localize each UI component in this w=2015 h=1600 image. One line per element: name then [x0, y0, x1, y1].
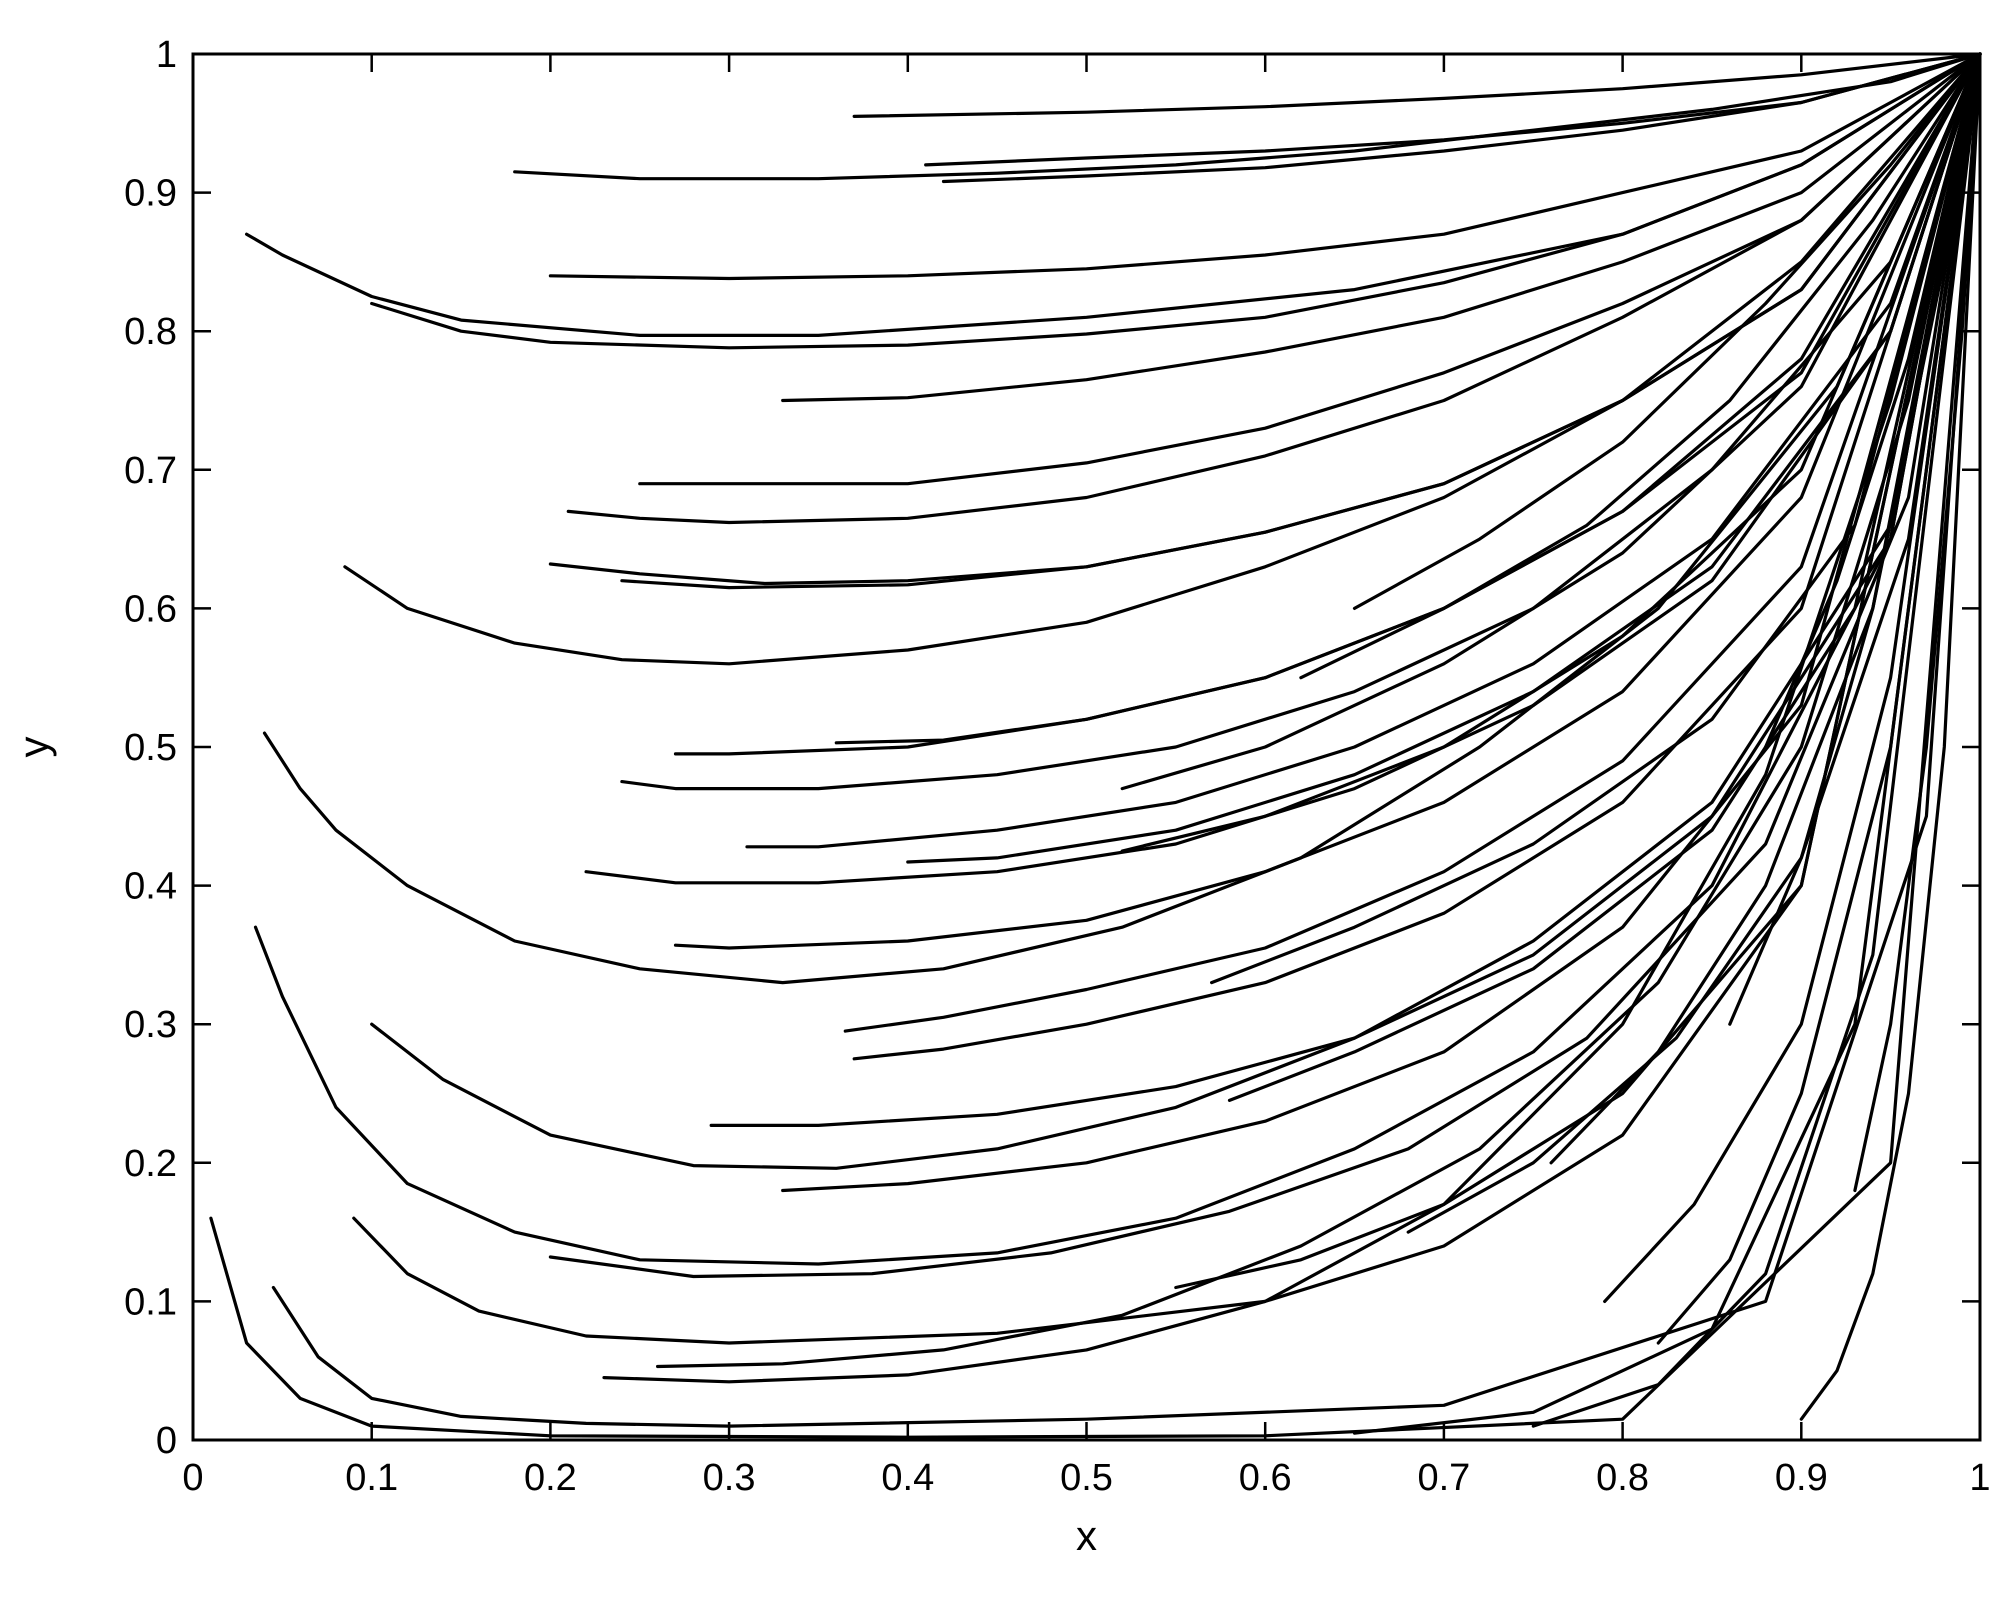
trajectory-line-26: [852, 52, 1982, 1061]
trajectory-line-50: [1299, 52, 1982, 680]
x-tick-label: 0.9: [1775, 1457, 1828, 1499]
trajectory-line-23: [745, 52, 1982, 849]
x-tick-label: 0.8: [1596, 1457, 1649, 1499]
trajectory-line-19: [620, 52, 1982, 590]
x-axis-label: x: [1076, 1512, 1097, 1559]
x-tick-label: 0.3: [703, 1457, 756, 1499]
y-tick-labels: 0 0.1 0.2 0.3 0.4 0.5 0.6 0.7 0.8 0.9 1: [124, 34, 177, 1462]
trajectory-line-17: [566, 52, 1982, 525]
x-tick-label: 0.4: [881, 1457, 934, 1499]
trajectory-line-12: [924, 52, 1982, 167]
trajectory-line-21: [620, 52, 1982, 791]
trajectory-line-11: [852, 52, 1982, 119]
y-tick-label: 0.1: [124, 1281, 177, 1323]
trajectory-line-35: [1853, 52, 1982, 1193]
trajectory-line-13: [941, 52, 1982, 184]
trajectory-line-37: [1603, 52, 1982, 1304]
y-tick-label: 0.3: [124, 1004, 177, 1046]
trajectory-line-28: [781, 52, 1982, 1193]
x-tick-label: 0.1: [345, 1457, 398, 1499]
trajectory-line-5: [370, 52, 1982, 1170]
trajectory-line-27: [709, 52, 1982, 1128]
x-tick-label: 1: [1969, 1457, 1990, 1499]
trajectory-line-46: [1174, 52, 1982, 1290]
y-tick-label: 0: [156, 1420, 177, 1462]
x-tick-label: 0.5: [1060, 1457, 1113, 1499]
x-tick-label: 0.6: [1239, 1457, 1292, 1499]
trajectory-line-10: [513, 52, 1982, 181]
trajectory-line-7: [343, 52, 1982, 666]
x-tick-labels: 0 0.1 0.2 0.3 0.4 0.5 0.6 0.7 0.8 0.9 1: [182, 1457, 1990, 1499]
trajectory-line-30: [655, 52, 1982, 1369]
trajectory-line-8: [245, 52, 1982, 337]
trajectory-line-16: [638, 52, 1982, 486]
trajectory-line-29: [548, 52, 1982, 1279]
trajectory-line-25: [843, 52, 1982, 1033]
trajectory-line-34: [1799, 52, 1982, 1421]
y-axis-label: y: [10, 737, 57, 758]
y-tick-label: 1: [156, 34, 177, 76]
trajectory-line-15: [781, 52, 1982, 403]
trajectory-line-9: [370, 52, 1982, 350]
y-tick-label: 0.4: [124, 866, 177, 908]
y-tick-label: 0.6: [124, 588, 177, 630]
y-tick-label: 0.5: [124, 727, 177, 769]
trajectory-lines: [209, 52, 1982, 1439]
trajectory-line-47: [1406, 52, 1982, 1234]
y-tick-label: 0.7: [124, 450, 177, 492]
x-tick-label: 0.7: [1417, 1457, 1470, 1499]
trajectory-line-31: [602, 52, 1982, 1384]
trajectory-line-4: [253, 52, 1982, 1266]
x-tick-label: 0: [182, 1457, 203, 1499]
y-tick-label: 0.8: [124, 311, 177, 353]
trajectory-line-14: [548, 52, 1982, 281]
trajectory-line-42: [1120, 52, 1982, 791]
trajectory-line-6: [262, 52, 1982, 985]
trajectory-line-49: [906, 52, 1982, 864]
y-tick-label: 0.9: [124, 173, 177, 215]
trajectory-line-48: [834, 52, 1982, 745]
x-tick-label: 0.2: [524, 1457, 577, 1499]
trajectory-line-45: [1227, 52, 1982, 1103]
y-tick-label: 0.2: [124, 1143, 177, 1185]
trajectory-line-33: [1531, 52, 1982, 1428]
trajectory-line-3: [352, 52, 1982, 1345]
trajectory-line-36: [1656, 52, 1982, 1345]
trajectory-line-2: [271, 52, 1982, 1428]
trajectory-line-38: [1549, 52, 1982, 1165]
plot-frame: [191, 52, 1982, 1442]
trajectory-line-41: [1352, 52, 1982, 611]
trajectory-line-24: [673, 52, 1982, 950]
trajectory-line-44: [1209, 52, 1982, 985]
